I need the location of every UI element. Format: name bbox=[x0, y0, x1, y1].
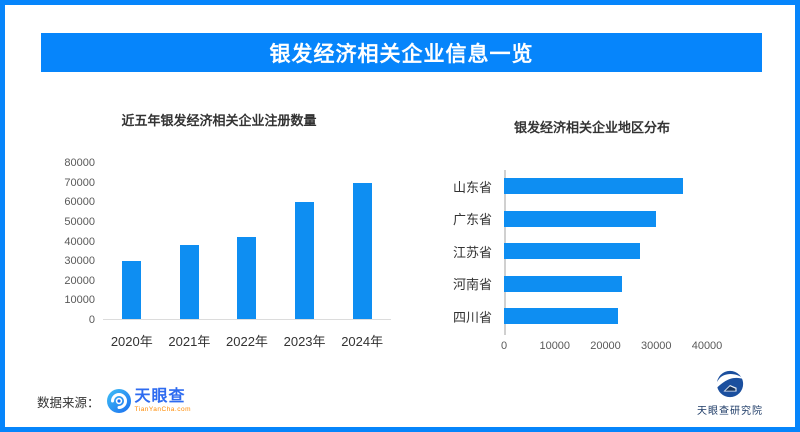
y-axis-tick-label: 0 bbox=[88, 314, 95, 326]
bar-cell bbox=[161, 244, 219, 319]
institute-logo-icon bbox=[715, 370, 745, 398]
bar-cell bbox=[276, 202, 334, 319]
bar-cell bbox=[103, 260, 161, 319]
x-axis-category-label: 2024年 bbox=[341, 334, 384, 349]
tianyancha-domain-text: TianYanCha.com bbox=[134, 406, 192, 413]
tianyancha-eye-icon bbox=[106, 389, 131, 413]
bar-track bbox=[504, 178, 772, 195]
right-chart-plot-area: 山东省广东省江苏省河南省四川省 0 10000 20000 30000 40000 bbox=[442, 170, 772, 352]
bar-cell bbox=[218, 236, 276, 319]
y-axis-tick-label: 60000 bbox=[64, 196, 95, 209]
x-axis-tick-label: 10000 bbox=[539, 340, 571, 352]
region-row: 四川省 bbox=[442, 300, 772, 333]
y-axis-tick-label: 40000 bbox=[64, 235, 95, 248]
x-axis-category-label: 2022年 bbox=[226, 334, 268, 349]
region-count-bar-河南省 bbox=[504, 275, 623, 292]
right-chart-title: 银发经济相关企业地区分布 bbox=[513, 120, 670, 135]
y-axis-tick-label: 50000 bbox=[64, 215, 95, 228]
bar-track bbox=[504, 243, 772, 260]
registration-count-bar-2024年 bbox=[352, 182, 372, 319]
page-title: 银发经济相关企业信息一览 bbox=[269, 42, 534, 66]
tianyancha-logo: 天眼查 TianYanCha.com bbox=[106, 388, 192, 414]
region-count-bar-四川省 bbox=[504, 308, 619, 325]
institute-logo-block: 天眼查研究院 bbox=[697, 369, 763, 417]
registration-count-bar-2022年 bbox=[237, 236, 257, 319]
data-source-label: 数据来源： bbox=[37, 395, 100, 410]
institute-logo-text: 天眼查研究院 bbox=[697, 406, 763, 417]
data-source-block: 数据来源： 天眼查 TianYanCha.com bbox=[37, 388, 191, 414]
bar-track bbox=[504, 308, 772, 325]
y-axis-tick-label: 70000 bbox=[64, 176, 95, 189]
left-chart-plot-area bbox=[103, 163, 391, 320]
right-chart-x-axis: 0 10000 20000 30000 40000 bbox=[500, 340, 764, 354]
left-chart-x-axis: 2020年 2021年 2022年 2023年 2024年 bbox=[103, 331, 391, 350]
x-axis-tick-label: 30000 bbox=[640, 340, 672, 352]
region-label: 四川省 bbox=[452, 309, 492, 325]
x-axis-category-label: 2021年 bbox=[168, 334, 211, 349]
x-axis-category-label: 2023年 bbox=[283, 334, 326, 349]
region-label: 河南省 bbox=[452, 277, 492, 293]
tianyancha-logo-text: 天眼查 bbox=[134, 388, 186, 405]
y-axis-tick-label: 10000 bbox=[64, 294, 95, 307]
x-axis-tick-label: 40000 bbox=[691, 340, 723, 352]
y-axis-tick-label: 80000 bbox=[64, 157, 95, 169]
region-count-bar-山东省 bbox=[504, 178, 684, 195]
x-axis-tick-label: 0 bbox=[500, 340, 508, 352]
header-banner: 银发经济相关企业信息一览 bbox=[41, 33, 762, 72]
region-count-bar-江苏省 bbox=[504, 243, 640, 260]
region-row: 山东省 bbox=[442, 170, 772, 203]
registration-count-bar-2023年 bbox=[295, 202, 315, 319]
region-count-bar-广东省 bbox=[504, 210, 657, 227]
bar-track bbox=[504, 275, 772, 292]
registration-count-bar-2020年 bbox=[122, 260, 142, 319]
region-row: 河南省 bbox=[442, 268, 772, 301]
bar-cell bbox=[333, 182, 391, 319]
region-row: 广东省 bbox=[442, 203, 772, 236]
region-row: 江苏省 bbox=[442, 235, 772, 268]
region-label: 山东省 bbox=[452, 179, 492, 195]
x-axis-category-label: 2020年 bbox=[110, 334, 153, 349]
region-label: 广东省 bbox=[452, 212, 492, 228]
region-label: 江苏省 bbox=[452, 244, 492, 260]
x-axis-tick-label: 20000 bbox=[590, 340, 621, 352]
y-axis-tick-label: 30000 bbox=[64, 255, 95, 268]
left-chart-title: 近五年银发经济相关企业注册数量 bbox=[121, 113, 317, 128]
y-axis-tick-label: 20000 bbox=[64, 274, 95, 287]
right-chart-rows: 山东省广东省江苏省河南省四川省 bbox=[442, 170, 772, 333]
registration-count-bar-2021年 bbox=[179, 244, 199, 319]
left-chart-y-axis: 0 10000 20000 30000 40000 50000 60000 70000 8000… bbox=[53, 157, 95, 326]
bar-track bbox=[504, 210, 772, 227]
